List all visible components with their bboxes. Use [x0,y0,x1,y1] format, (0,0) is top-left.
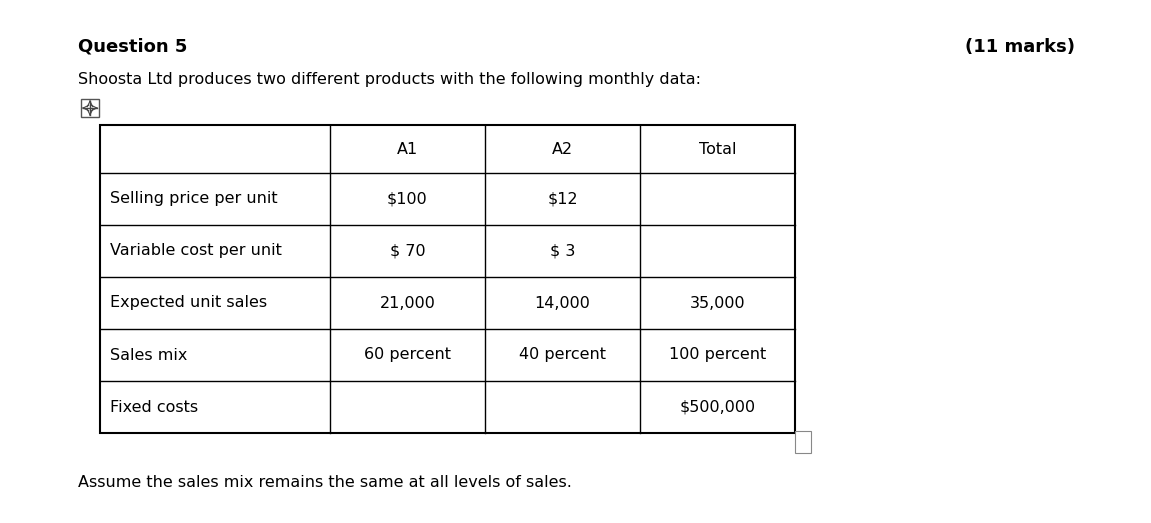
Bar [100,125,795,433]
Text: 100 percent: 100 percent [669,347,767,362]
Text: $100: $100 [387,191,428,207]
Text: Shoosta Ltd produces two different products with the following monthly data:: Shoosta Ltd produces two different produ… [78,72,701,87]
Text: 21,000: 21,000 [380,295,435,311]
Text: 35,000: 35,000 [689,295,746,311]
Text: A1: A1 [397,142,418,156]
Text: Variable cost per unit: Variable cost per unit [110,244,282,258]
Text: $ 70: $ 70 [390,244,426,258]
Text: Expected unit sales: Expected unit sales [110,295,267,311]
Text: $500,000: $500,000 [679,400,755,415]
Text: 60 percent: 60 percent [364,347,451,362]
Text: Total: Total [699,142,737,156]
Text: Question 5: Question 5 [78,38,188,56]
Bar [795,431,811,453]
Bar [81,99,99,117]
Text: $12: $12 [547,191,578,207]
Text: A2: A2 [552,142,573,156]
Text: 40 percent: 40 percent [519,347,605,362]
Text: (11 marks): (11 marks) [965,38,1075,56]
Text: Assume the sales mix remains the same at all levels of sales.: Assume the sales mix remains the same at… [78,475,572,490]
Text: Selling price per unit: Selling price per unit [110,191,277,207]
Text: Sales mix: Sales mix [110,347,188,362]
Text: $ 3: $ 3 [550,244,576,258]
Text: Fixed costs: Fixed costs [110,400,198,415]
Text: 14,000: 14,000 [534,295,590,311]
